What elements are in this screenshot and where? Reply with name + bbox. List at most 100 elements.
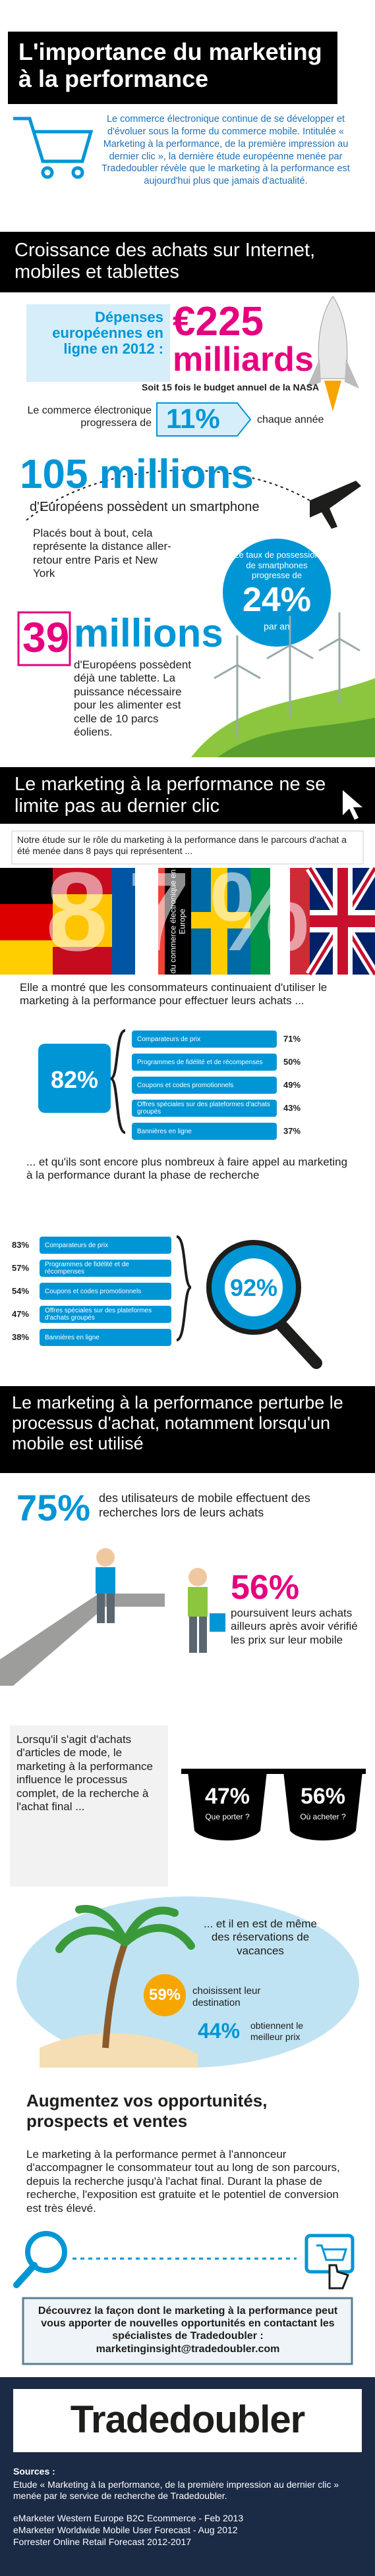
flag-stripe (0, 904, 53, 940)
opportunities-text: Le marketing à la performance permet à l… (26, 2148, 340, 2214)
destination-value: 59% (148, 1986, 181, 2004)
source: Forrester Online Retail Forecast 2012-20… (13, 2536, 192, 2547)
study-text: Notre étude sur le rôle du marketing à l… (17, 834, 347, 856)
cart-icon (13, 117, 94, 179)
sunglasses-lens (283, 1771, 362, 1840)
source: Etude « Marketing à la performance, de l… (13, 2479, 339, 2501)
person (188, 1568, 225, 1653)
share-label-box (165, 868, 191, 975)
rocket-icon (306, 296, 359, 412)
wind-turbines (214, 612, 361, 738)
research-item-label: Programmes de fidélité et de récompenses (40, 1260, 171, 1277)
what-label: Que porter ? (205, 1812, 250, 1821)
brace (109, 1029, 126, 1134)
spend-unit: milliards (173, 340, 314, 379)
purchase-item-label: Comparateurs de prix (132, 1031, 277, 1048)
hill (217, 718, 375, 757)
rate-label: Le taux de possession de smartphones pro… (234, 550, 320, 581)
person-head (96, 1548, 115, 1567)
turbine-blades (266, 616, 314, 660)
price-value: 44% (198, 2019, 241, 2043)
sunglasses-lens (188, 1771, 267, 1840)
section-heading: Croissance des achats sur Internet, mobi… (14, 240, 316, 283)
rocket-fins (306, 359, 359, 389)
island (40, 2033, 198, 2068)
flight-path (26, 470, 310, 521)
flag-cross (337, 868, 348, 975)
plane-icon (310, 481, 361, 529)
source: eMarketer Western Europe B2C Ecommerce -… (13, 2513, 244, 2523)
research-item-label: Coupons et codes promotionnels (40, 1283, 171, 1300)
cart-wheel (41, 166, 54, 179)
spend-value: €225 (173, 299, 264, 344)
purchase-item-value: 71% (283, 1034, 301, 1044)
magnifier-inner (225, 1258, 283, 1316)
flag-stripe (135, 868, 158, 975)
person-leg (189, 1617, 197, 1653)
flag-stripe (0, 868, 53, 904)
holiday-sky (16, 1896, 359, 2068)
where-value: 56% (300, 1784, 346, 1809)
growth-arrow (156, 402, 252, 437)
fashion-box (10, 1725, 168, 1887)
flag-stripe (290, 868, 310, 975)
rocket-body (318, 296, 348, 379)
smartphones-value: 105 millions (20, 452, 254, 497)
flag-stripe (53, 947, 112, 975)
elsewhere-value: 56% (231, 1569, 300, 1607)
palm-trunk (102, 1941, 129, 2049)
tablets-number: 39 (22, 614, 70, 661)
purchase-intro: Elle a montré que les consommateurs cont… (20, 981, 328, 1007)
cart-body (13, 117, 94, 163)
contact-text: Découvrez la façon dont le marketing à l… (38, 2305, 338, 2355)
person-leg (97, 1594, 105, 1623)
purchase-item-label: Bannières en ligne (132, 1123, 277, 1140)
spend-box (26, 304, 170, 382)
flag-stripe (53, 868, 112, 894)
spend-note: Soit 15 fois le budget annuel de la NASA (142, 382, 320, 392)
flag-stripe (250, 868, 270, 975)
rate-circle (223, 539, 331, 647)
research-item-label: Bannières en ligne (40, 1329, 171, 1346)
growth-prefix: Le commerce électronique progressera de (27, 405, 152, 429)
escalator (0, 1594, 165, 1686)
contact-box (22, 2297, 353, 2365)
growth-value: 11% (166, 403, 220, 434)
research-total: 92% (229, 1274, 278, 1301)
research-value: 75% (16, 1487, 91, 1528)
section-header-box (0, 232, 375, 292)
what-value: 47% (204, 1784, 250, 1809)
research-item-value: 54% (12, 1286, 30, 1296)
purchase-item-value: 49% (283, 1080, 301, 1090)
person-shirt (188, 1587, 208, 1617)
purchase-item-value: 50% (283, 1057, 301, 1067)
section-heading: Le marketing à la performance perturbe l… (12, 1393, 343, 1454)
logo: Tradedoubler (70, 2398, 305, 2441)
title: L'importance du marketing à la performan… (18, 38, 322, 93)
rate-suffix: par an (264, 621, 290, 631)
where-label: Où acheter ? (300, 1812, 346, 1821)
study-box (11, 830, 364, 865)
cart-screen-icon (316, 2244, 348, 2261)
price-label: obtiennent le meilleur prix (250, 2020, 304, 2042)
palm-leaves (55, 1904, 195, 1953)
opportunities-heading: Augmentez vos opportunités, prospects et… (26, 2091, 268, 2132)
section-header-box (0, 1386, 375, 1473)
fashion-text: Lorsqu'il s'agit d'achats d'articles de … (16, 1733, 153, 1813)
section-heading: Le marketing à la performance ne se limi… (14, 774, 326, 817)
palm-tree (55, 1904, 195, 2049)
search-icon (25, 2231, 67, 2273)
cart-wheel (71, 166, 84, 179)
rocket-flame (324, 381, 341, 412)
flag-stripe (270, 868, 290, 975)
tablets-label: d'Européens possèdent déjà une tablette.… (74, 658, 192, 738)
person-leg (107, 1594, 115, 1623)
purchase-total-box (38, 1044, 111, 1113)
flags-band (0, 865, 375, 977)
purchase-item-value: 37% (283, 1126, 301, 1136)
share-label: du commerce électronique en Europe (168, 869, 187, 974)
tablets-unit: millions (74, 611, 223, 655)
